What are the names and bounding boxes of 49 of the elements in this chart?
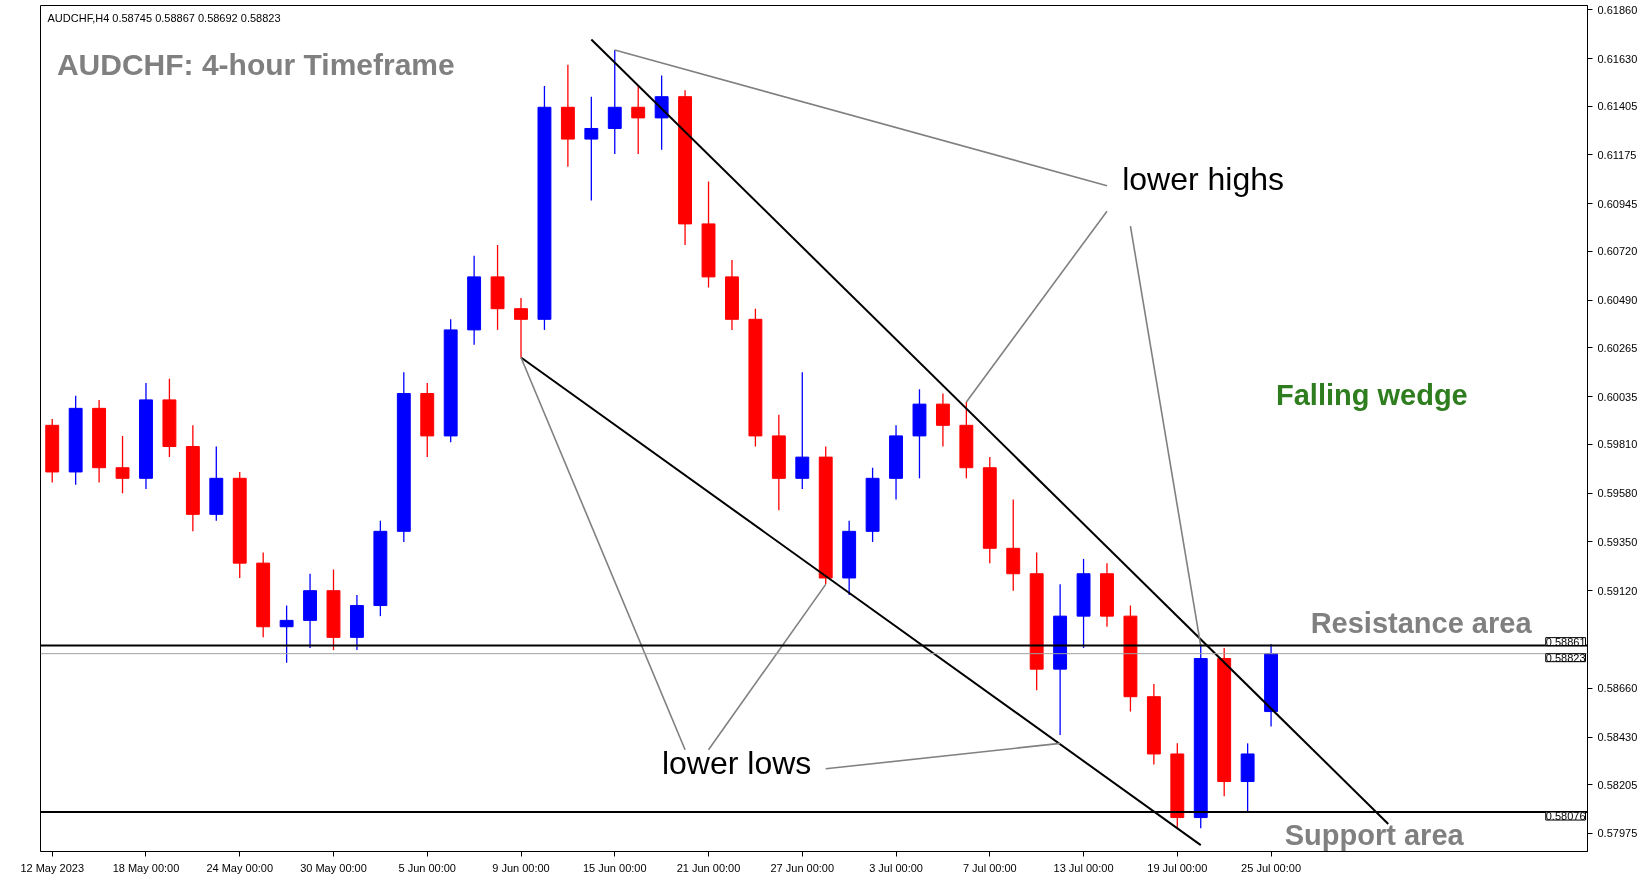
y-tick-label: 0.61860 — [1597, 3, 1638, 16]
annotation: AUDCHF,H4 0.58745 0.58867 0.58692 0.58823 — [47, 12, 281, 25]
y-tick-label: 0.57975 — [1597, 827, 1638, 840]
y-tick-label: 0.58430 — [1597, 731, 1638, 743]
x-tick-label: 12 May 2023 — [20, 861, 85, 874]
ref-line-label: 0.58861 — [1545, 635, 1586, 648]
x-tick-label: 7 Jul 00:00 — [962, 861, 1017, 874]
candlestick — [115, 435, 130, 494]
x-tick-label: 21 Jun 00:00 — [676, 861, 741, 874]
x-tick-label: 30 May 00:00 — [300, 861, 367, 874]
x-tick-label: 19 Jul 00:00 — [1147, 861, 1208, 874]
x-tick-label: 24 May 00:00 — [206, 861, 274, 874]
candlestick — [607, 49, 622, 155]
ref-line-label: 0.58076 — [1545, 810, 1586, 823]
y-tick-label: 0.61405 — [1597, 100, 1638, 113]
y-tick-label: 0.60035 — [1597, 390, 1638, 403]
annotation: lower lows — [661, 744, 812, 781]
y-tick-label: 0.61175 — [1597, 148, 1637, 161]
x-tick-label: 15 Jun 00:00 — [582, 861, 647, 874]
x-tick-label: 27 Jun 00:00 — [770, 861, 835, 874]
y-tick-label: 0.60490 — [1597, 294, 1638, 307]
candlestick — [631, 85, 646, 155]
candlestick — [584, 96, 599, 202]
y-tick-label: 0.59580 — [1597, 487, 1638, 500]
candlestick — [279, 604, 294, 664]
candlestick — [935, 392, 950, 448]
annotation: lower highs — [1122, 160, 1285, 197]
y-tick-label: 0.60720 — [1597, 245, 1638, 258]
x-tick-label: 13 Jul 00:00 — [1053, 861, 1114, 874]
x-tick-label: 25 Jul 00:00 — [1241, 861, 1302, 874]
y-tick-label: 0.60945 — [1597, 197, 1638, 210]
text: AUDCHF: 4-hour Timeframe — [56, 47, 455, 81]
x-tick-label: 9 Jun 00:00 — [492, 861, 550, 874]
candlestick — [795, 371, 810, 490]
x-tick-label: 5 Jun 00:00 — [398, 861, 456, 874]
annotation: Support area — [1284, 818, 1465, 851]
y-tick-label: 0.60265 — [1597, 341, 1638, 354]
y-tick-label: 0.59350 — [1597, 535, 1638, 548]
y-tick-label: 0.58205 — [1597, 778, 1638, 791]
candlestick — [514, 297, 528, 359]
ref-line-label: 0.58823 — [1545, 651, 1586, 664]
y-tick-label: 0.59810 — [1597, 438, 1638, 451]
annotation: Resistance area — [1310, 607, 1533, 640]
y-tick-label: 0.59120 — [1597, 584, 1638, 597]
annotation: Falling wedge — [1275, 378, 1468, 411]
x-tick-label: 3 Jul 00:00 — [869, 861, 923, 874]
y-tick-label: 0.58660 — [1597, 682, 1638, 695]
x-tick-label: 18 May 00:00 — [112, 861, 180, 874]
y-tick-label: 0.61630 — [1597, 52, 1638, 65]
